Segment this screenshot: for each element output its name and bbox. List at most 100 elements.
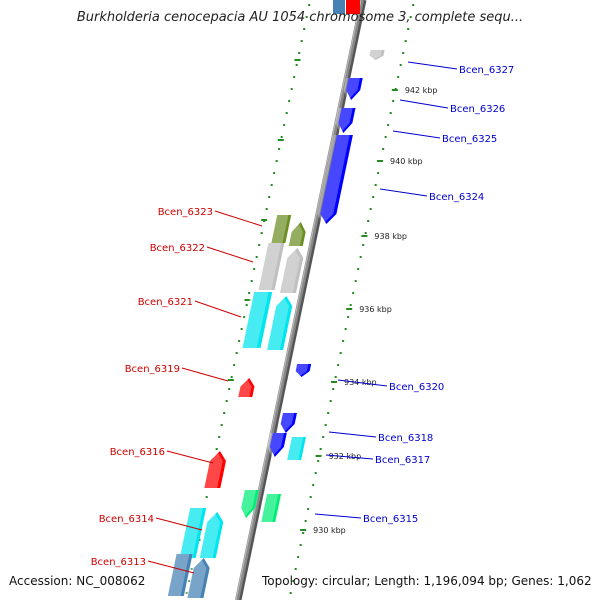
gene-label: Bcen_6321	[138, 297, 193, 308]
track-dot	[289, 592, 292, 594]
track-dot	[334, 376, 337, 378]
track-dot	[250, 280, 253, 282]
tick-label: 936 kbp	[359, 305, 392, 314]
track-dot	[303, 28, 306, 30]
gene-highlight	[184, 558, 207, 598]
track-dot	[205, 496, 208, 498]
gene-feature	[346, 78, 363, 100]
track-dot	[339, 352, 342, 354]
gene-feature	[295, 364, 312, 377]
track-dot	[283, 124, 286, 126]
gene-feature	[179, 508, 207, 558]
track-dot	[319, 448, 322, 450]
gene-label: Bcen_6318	[378, 433, 433, 444]
track-dot	[220, 424, 223, 426]
track-dot	[357, 268, 360, 270]
track-dot	[322, 436, 325, 438]
track-dot	[299, 544, 302, 546]
track-dot	[298, 52, 301, 54]
track-dot	[362, 244, 365, 246]
label-leader-line	[328, 431, 377, 438]
gene-highlight	[285, 222, 303, 246]
track-dot	[225, 400, 228, 402]
gene-feature	[288, 222, 306, 246]
track-dot	[273, 172, 276, 174]
map-title: Burkholderia cenocepacia AU 1054 chromos…	[76, 10, 524, 25]
gene-feature	[287, 437, 306, 460]
gene-feature	[258, 243, 285, 290]
track-dot	[324, 424, 327, 426]
track-dot	[185, 592, 188, 594]
track-dot	[188, 580, 191, 582]
track-dot	[285, 112, 288, 114]
gene-label: Bcen_6326	[450, 104, 505, 115]
gene-feature	[279, 248, 304, 293]
track-dot	[243, 316, 246, 318]
track-dot	[389, 112, 392, 114]
gene-highlight	[235, 378, 252, 397]
track-dot	[359, 256, 362, 258]
backbone-highlight	[235, 0, 362, 600]
label-leader-line	[407, 61, 458, 70]
gene-highlight	[201, 451, 223, 488]
gene-feature	[280, 413, 297, 433]
label-leader-line	[147, 560, 195, 574]
gene-highlight	[317, 135, 350, 224]
gene-feature	[242, 292, 273, 348]
gene-label: Bcen_6315	[363, 514, 418, 525]
label-leader-line	[337, 379, 388, 387]
gene-feature	[320, 135, 353, 224]
track-dot	[304, 520, 307, 522]
track-dot	[245, 304, 248, 306]
gene-highlight	[196, 512, 221, 558]
gene-label: Bcen_6322	[150, 243, 205, 254]
track-dot	[399, 64, 402, 66]
track-dot	[327, 412, 330, 414]
track-dot	[190, 568, 193, 570]
track-dot	[240, 328, 243, 330]
track-dot	[337, 364, 340, 366]
track-dot	[302, 532, 305, 534]
gene-feature	[204, 451, 226, 488]
track-dot	[329, 400, 332, 402]
track-dot	[344, 328, 347, 330]
inner-tick-track	[185, 4, 311, 594]
track-dot	[268, 196, 271, 198]
track-dot	[305, 16, 308, 18]
track-dot	[258, 244, 261, 246]
track-dot	[352, 292, 355, 294]
gene-feature	[261, 494, 282, 522]
track-dot	[374, 184, 377, 186]
gene-highlight	[284, 437, 304, 460]
label-leader-line	[392, 130, 441, 139]
gene-feature	[369, 50, 385, 60]
track-dot	[377, 172, 380, 174]
track-dot	[297, 556, 300, 558]
gene-highlight	[176, 508, 203, 558]
track-dot	[364, 232, 367, 234]
label-leader-line	[325, 454, 374, 460]
gene-highlight	[276, 248, 301, 293]
track-dot	[248, 292, 251, 294]
track-dot	[412, 4, 415, 6]
track-dot	[295, 64, 298, 66]
gene-feature	[338, 108, 356, 133]
gene-highlight	[343, 78, 360, 100]
track-dot	[308, 4, 311, 6]
track-dot	[367, 220, 370, 222]
gene-feature	[333, 0, 345, 14]
gene-feature	[346, 0, 360, 14]
outer-tick-track	[289, 4, 415, 594]
track-dot	[307, 508, 310, 510]
gene-feature	[199, 512, 224, 558]
tick-label: 940 kbp	[390, 157, 423, 166]
track-dot	[233, 364, 236, 366]
track-dot	[294, 568, 297, 570]
tick-label: 938 kbp	[374, 232, 407, 241]
track-dot	[230, 376, 233, 378]
gene-label: Bcen_6314	[99, 514, 154, 525]
label-leader-line	[194, 300, 242, 318]
track-dot	[228, 388, 231, 390]
gene-highlight	[335, 108, 353, 133]
